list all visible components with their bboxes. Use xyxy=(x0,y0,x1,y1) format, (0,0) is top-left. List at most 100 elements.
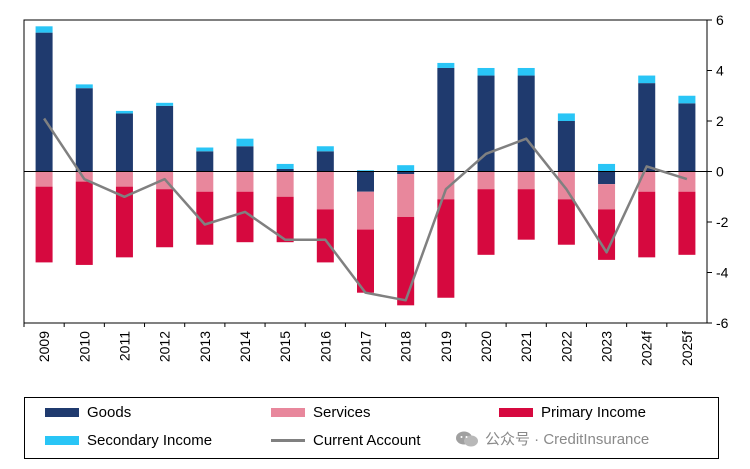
wechat-icon xyxy=(456,431,478,446)
legend-swatch-current-account xyxy=(271,439,305,442)
bar-services-2021 xyxy=(517,171,535,190)
bar-primary-income-2018 xyxy=(397,216,415,306)
bar-services-2009 xyxy=(35,171,53,187)
x-tick-label: 2024f xyxy=(639,331,655,366)
bar-primary-income-2020 xyxy=(477,189,495,255)
bar-primary-income-2009 xyxy=(35,186,53,263)
bar-primary-income-2014 xyxy=(236,191,254,243)
bar-secondary-income-2023 xyxy=(598,163,616,172)
y-tick-label: 4 xyxy=(716,63,724,79)
bar-secondary-income-2020 xyxy=(477,67,495,76)
bar-services-2013 xyxy=(196,171,214,192)
bar-goods-2025f xyxy=(678,103,696,172)
legend-item-services: Services xyxy=(271,404,371,421)
y-tick-label: -2 xyxy=(716,214,729,230)
bar-primary-income-2025f xyxy=(678,191,696,255)
bar-secondary-income-2019 xyxy=(437,62,455,68)
bar-secondary-income-2013 xyxy=(196,147,214,152)
bar-goods-2016 xyxy=(316,151,334,172)
bar-primary-income-2015 xyxy=(276,196,294,243)
x-tick-label: 2022 xyxy=(558,331,574,362)
legend-item-primary-income: Primary Income xyxy=(499,404,646,421)
bar-goods-2023 xyxy=(598,171,616,185)
x-tick-label: 2023 xyxy=(599,331,615,362)
bar-goods-2017 xyxy=(357,171,374,192)
bar-primary-income-2024f xyxy=(638,191,656,258)
chart: -6 -4 -2 0 2 4 6 2009 2010 2011 2012 2013 2014 2015 20… xyxy=(23,12,729,366)
line-current-account xyxy=(43,117,688,302)
x-tick-label: 2015 xyxy=(277,331,293,362)
bar-services-2019 xyxy=(437,171,455,200)
bar-secondary-income-2012 xyxy=(156,102,174,106)
bar-secondary-income-2015 xyxy=(276,163,294,169)
bar-goods-2011 xyxy=(115,113,133,172)
bar-services-2014 xyxy=(236,171,254,192)
bar-goods-2021 xyxy=(517,75,535,172)
x-tick-label: 2025f xyxy=(679,331,695,366)
bar-primary-income-2016 xyxy=(316,209,334,263)
legend-item-goods: Goods xyxy=(45,404,131,421)
bar-secondary-income-2018 xyxy=(397,165,415,172)
x-tick-label: 2020 xyxy=(478,331,494,362)
bar-services-2015 xyxy=(276,171,294,197)
bar-primary-income-2021 xyxy=(517,189,535,240)
bar-goods-2009 xyxy=(35,32,53,172)
bar-secondary-income-2025f xyxy=(678,95,696,104)
bar-services-2016 xyxy=(316,171,334,210)
legend-label-secondary-income: Secondary Income xyxy=(87,432,213,449)
y-tick-label: 0 xyxy=(716,164,724,180)
y-tick-label: 2 xyxy=(716,113,724,129)
bar-primary-income-2010 xyxy=(75,181,93,265)
bar-goods-2020 xyxy=(477,75,495,172)
legend-swatch-services xyxy=(271,408,305,417)
bar-goods-2022 xyxy=(557,121,575,172)
legend-label-services: Services xyxy=(313,404,371,421)
legend-swatch-primary-income xyxy=(499,408,533,417)
x-tick-label: 2016 xyxy=(317,331,333,362)
y-tick-label: 6 xyxy=(716,12,724,28)
bar-services-2020 xyxy=(477,171,495,190)
watermark: 公众号 · CreditInsurance xyxy=(455,428,649,449)
bar-secondary-income-2014 xyxy=(236,138,254,147)
bar-services-2023 xyxy=(598,184,616,210)
bar-primary-income-2012 xyxy=(156,189,174,248)
bar-secondary-income-2009 xyxy=(35,26,53,33)
watermark-text: 公众号 · CreditInsurance xyxy=(485,431,650,448)
bar-secondary-income-2016 xyxy=(316,146,334,152)
x-tick-label: 2014 xyxy=(237,331,253,362)
bar-goods-2015 xyxy=(276,168,294,172)
bar-goods-2019 xyxy=(437,67,455,172)
bar-secondary-income-2011 xyxy=(115,110,133,114)
plot-area: -6 -4 -2 0 2 4 6 2009 2010 2011 2012 2013 2014 2015 20… xyxy=(23,12,729,366)
bar-services-2011 xyxy=(115,171,133,187)
bar-services-2022 xyxy=(557,171,575,200)
x-tick-label: 2018 xyxy=(398,331,414,362)
legend-item-current-account: Current Account xyxy=(271,432,421,449)
bar-primary-income-2017 xyxy=(357,229,374,293)
bar-goods-2013 xyxy=(196,151,214,172)
x-tick-label: 2013 xyxy=(197,331,213,362)
x-tick-label: 2011 xyxy=(116,331,132,361)
bar-goods-2014 xyxy=(236,146,254,172)
bar-services-2010 xyxy=(75,171,93,182)
bar-primary-income-2013 xyxy=(196,191,214,245)
legend-swatch-goods xyxy=(45,408,79,417)
bar-services-2018 xyxy=(397,174,415,217)
x-tick-label: 2019 xyxy=(438,331,454,362)
y-tick-label: -4 xyxy=(716,265,729,281)
bar-secondary-income-2022 xyxy=(557,113,575,121)
x-tick-label: 2010 xyxy=(76,331,92,362)
x-tick-label: 2009 xyxy=(36,331,52,362)
bar-secondary-income-2017 xyxy=(357,170,374,172)
bar-services-2017 xyxy=(357,191,374,230)
x-tick-label: 2017 xyxy=(358,331,374,362)
bar-primary-income-2022 xyxy=(557,199,575,245)
legend-label-primary-income: Primary Income xyxy=(541,404,647,421)
x-tick-label: 2021 xyxy=(518,331,534,362)
bar-primary-income-2011 xyxy=(115,186,133,258)
bar-goods-2010 xyxy=(75,88,93,172)
bar-secondary-income-2010 xyxy=(75,84,93,89)
legend: Goods Services Primary Income Secondary … xyxy=(24,397,719,459)
bar-secondary-income-2021 xyxy=(517,67,535,76)
bar-goods-2018 xyxy=(397,171,415,175)
